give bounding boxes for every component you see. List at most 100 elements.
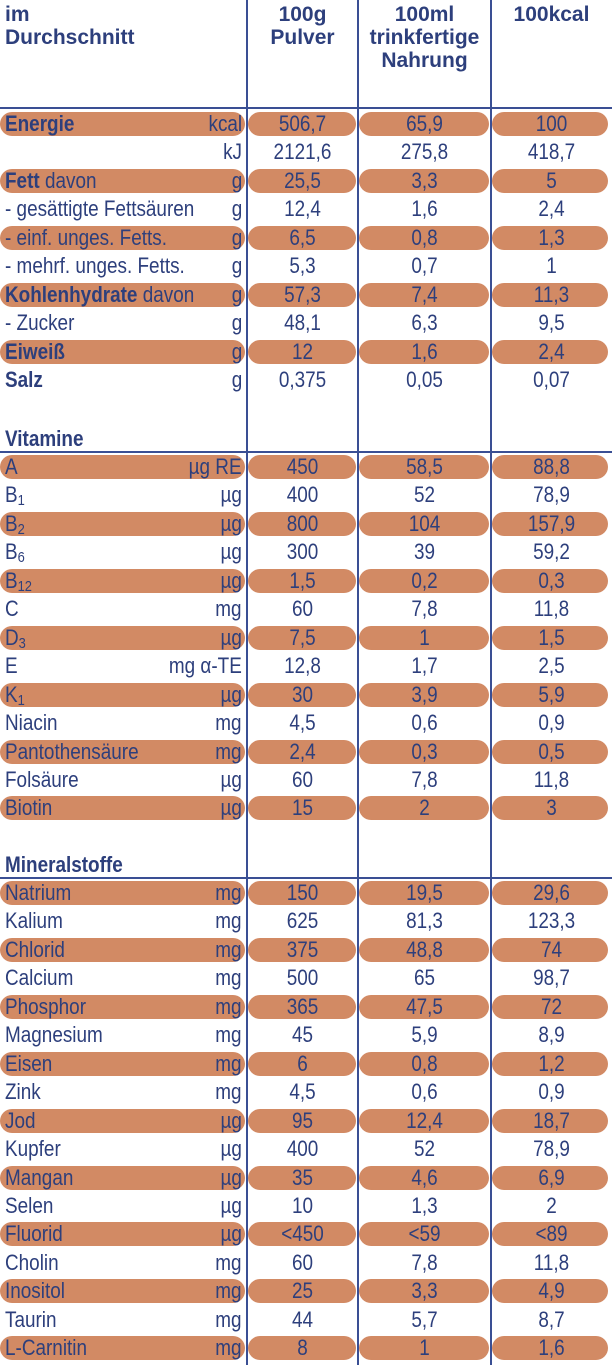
row-shade [0,1279,245,1304]
row-label: Selen [5,1192,53,1220]
row-unit: g [231,310,242,336]
row-shade [492,168,608,193]
value-cell-pulver: 12,4 [284,196,321,222]
row-shade [492,1222,608,1247]
table-row: Pantothensäure mg 2,4 0,3 0,5 [0,738,612,766]
row-unit: mg [215,596,242,622]
row-shade [0,625,245,650]
row-unit: mg [215,908,242,934]
row-shade [0,1108,245,1133]
row-shade [0,568,245,593]
value-cell-trinkfertig: 52 [413,482,436,508]
row-label: Eisen [5,1050,52,1078]
row-label-text: Energie [5,111,75,136]
row-shade [359,739,489,764]
row-label-text: Eiweiß [5,338,65,364]
table-row: Niacin mg 4,5 0,6 0,9 [0,709,612,737]
value-cell-pulver: 365 [286,993,319,1019]
row-label-text: Eisen [5,1050,53,1076]
row-shade [359,225,489,250]
table-row: - Zucker g 48,1 6,3 9,5 [0,309,612,337]
table-row: - mehrf. unges. Fetts. g 5,3 0,7 1 [0,252,612,280]
header-col2-line1: 100ml [394,3,455,26]
value-cell-pulver: 375 [286,936,319,962]
row-label-text: Magnesium [5,1022,103,1048]
row-shade [0,455,245,479]
value-cell-pulver: 45 [291,1022,314,1048]
row-label-text: C [5,596,19,622]
row-shade [248,682,356,707]
value-cell-per-kcal: 3 [546,795,557,821]
value-cell-per-kcal: 5,9 [538,681,565,707]
value-cell-per-kcal: 2,4 [538,196,565,222]
table-row: B6 µg 300 39 59,2 [0,538,612,566]
section-vitamine: Vitamine [5,426,84,451]
value-cell-pulver: 4,5 [289,710,316,736]
value-cell-trinkfertig: 1,7 [411,653,438,679]
row-shade [248,168,356,193]
table-row: Natrium mg 150 19,5 29,6 [0,879,612,907]
row-label-text: Cholin [5,1249,59,1275]
row-unit: g [231,338,242,364]
row-label-text: E [5,653,18,679]
row-unit: mg [215,1022,242,1048]
row-label-text: B [5,567,18,593]
row-shade [248,796,356,821]
header-col2-line3: Nahrung [381,49,468,72]
row-shade [359,1279,489,1304]
row-label-text: Calcium [5,965,74,991]
row-label-text: B [5,510,18,536]
row-shade [248,994,356,1019]
row-label: Folsäure [5,766,79,794]
row-label-text: B [5,482,18,508]
row-unit: µg [220,795,242,821]
value-cell-per-kcal: 1,5 [538,624,565,650]
row-shade [248,339,356,364]
row-label: B6 [5,538,25,566]
header-col0-line1: im [5,3,30,26]
value-cell-trinkfertig: 58,5 [406,454,443,479]
row-label-text: - gesättigte Fettsäuren [5,196,195,222]
value-cell-per-kcal: 18,7 [533,1107,570,1133]
row-unit: mg [215,965,242,991]
row-label: Salz [5,366,43,394]
row-shade [0,339,245,364]
row-shade [248,282,356,307]
value-cell-trinkfertig: 3,3 [411,1278,438,1304]
value-cell-pulver: 44 [291,1306,314,1332]
row-shade [492,937,608,962]
row-label: Jod [5,1107,36,1135]
row-label-subscript: 1 [17,691,25,709]
row-label-text: Kalium [5,908,63,934]
table-row: Taurin mg 44 5,7 8,7 [0,1306,612,1334]
header-rule [0,107,612,109]
row-label: - einf. unges. Fetts. [5,224,167,252]
value-cell-trinkfertig: 0,6 [411,710,438,736]
row-label: B12 [5,567,32,595]
table-row: Phosphor mg 365 47,5 72 [0,993,612,1021]
row-unit: mg [215,1050,242,1076]
value-cell-pulver: 2,4 [289,738,316,764]
row-label-text: Mangan [5,1164,74,1190]
row-label: Fluorid [5,1220,63,1248]
row-label: Energie [5,110,74,138]
value-cell-pulver: 400 [286,482,319,508]
header-col2-line2: trinkfertige [369,26,480,49]
row-shade [492,625,608,650]
table-row: Inositol mg 25 3,3 4,9 [0,1277,612,1305]
value-cell-pulver: 48,1 [284,310,321,336]
value-cell-pulver: 95 [291,1107,314,1133]
value-cell-per-kcal: 74 [540,936,563,962]
value-cell-trinkfertig: 65,9 [406,111,443,136]
mineralstoffe-rule [0,877,612,879]
row-label: Fett davon [5,167,96,195]
row-label: A [5,453,18,481]
row-unit: µg [220,1192,242,1218]
row-shade [359,625,489,650]
row-label-text: Inositol [5,1278,65,1304]
row-unit: g [231,196,242,222]
row-unit: µg [220,1107,242,1133]
value-cell-per-kcal: 6,9 [538,1164,565,1190]
